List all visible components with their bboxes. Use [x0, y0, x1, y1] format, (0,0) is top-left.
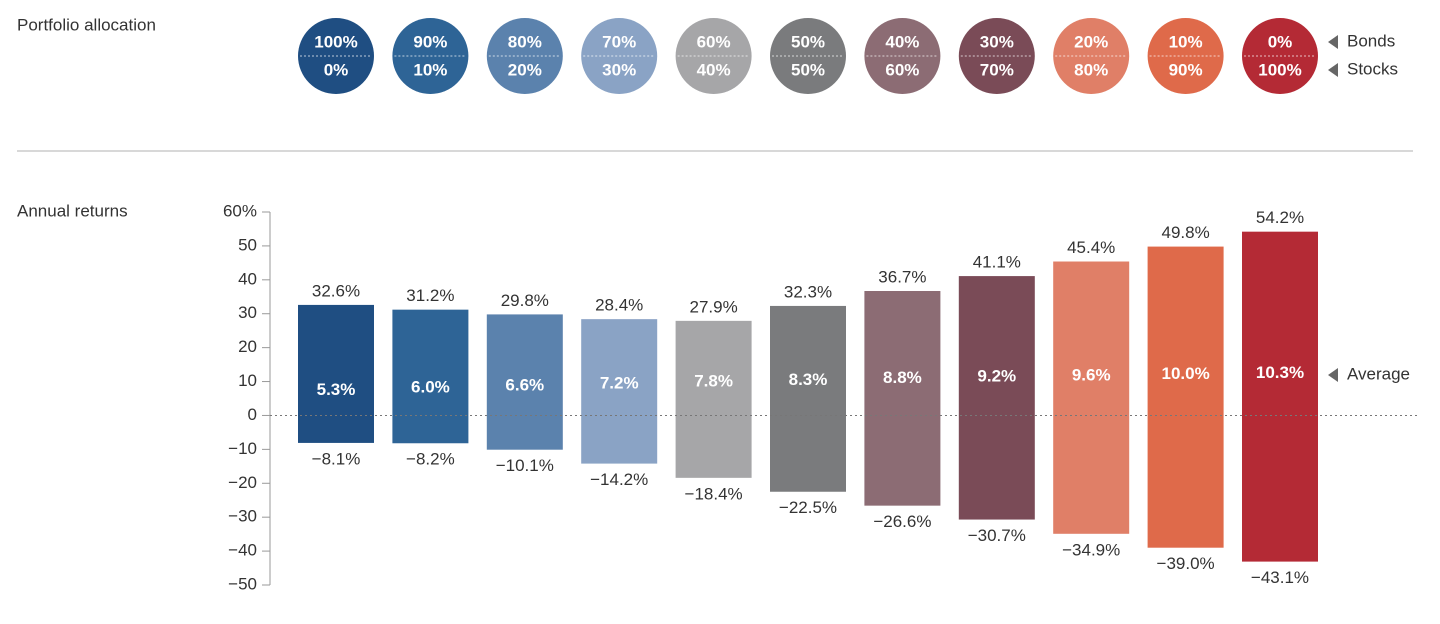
max-label: 41.1%	[973, 253, 1021, 272]
average-value: 5.3%	[317, 380, 356, 399]
min-label: −14.2%	[590, 470, 648, 489]
average-value: 8.8%	[883, 368, 922, 387]
y-tick-label: 30	[238, 303, 257, 322]
pointer	[1328, 63, 1338, 77]
bonds-pct: 60%	[697, 32, 731, 51]
allocation-title: Portfolio allocation	[17, 15, 156, 34]
average-value: 9.6%	[1072, 365, 1111, 384]
stocks-pct: 70%	[980, 60, 1014, 79]
min-label: −26.6%	[873, 512, 931, 531]
bonds-pct: 70%	[602, 32, 636, 51]
y-tick-label: −50	[228, 574, 257, 593]
stocks-pct: 50%	[791, 60, 825, 79]
bar	[958, 276, 1035, 520]
bonds-pct: 0%	[1268, 32, 1293, 51]
bar	[1053, 261, 1130, 534]
max-label: 54.2%	[1256, 208, 1304, 227]
average-value: 6.6%	[505, 376, 544, 395]
stocks-pct: 80%	[1074, 60, 1108, 79]
min-label: −22.5%	[779, 498, 837, 517]
y-tick-label: −30	[228, 507, 257, 526]
stocks-pct: 0%	[324, 60, 349, 79]
average-value: 6.0%	[411, 378, 450, 397]
max-label: 27.9%	[689, 297, 737, 316]
stocks-pct: 20%	[508, 60, 542, 79]
average-label: Average	[1347, 364, 1410, 383]
bar	[770, 305, 846, 492]
y-tick-label: 60%	[223, 201, 257, 220]
stocks-pct: 40%	[697, 60, 731, 79]
min-label: −18.4%	[685, 484, 743, 503]
max-label: 31.2%	[406, 286, 454, 305]
bonds-pct: 30%	[980, 32, 1014, 51]
bar	[486, 314, 563, 450]
bar	[298, 304, 374, 443]
pointer	[1328, 35, 1338, 49]
bar	[581, 319, 658, 464]
max-label: 32.3%	[784, 282, 832, 301]
max-label: 29.8%	[501, 291, 549, 310]
min-label: −8.2%	[406, 450, 455, 469]
stocks-label: Stocks	[1347, 59, 1398, 78]
y-axis-label: Annual returns	[17, 201, 128, 220]
bonds-pct: 10%	[1169, 32, 1203, 51]
bonds-pct: 80%	[508, 32, 542, 51]
y-tick-label: 40	[238, 269, 257, 288]
bonds-pct: 50%	[791, 32, 825, 51]
stocks-pct: 100%	[1258, 60, 1301, 79]
bar	[1242, 231, 1318, 562]
bonds-pct: 20%	[1074, 32, 1108, 51]
average-value: 9.2%	[977, 367, 1016, 386]
bonds-pct: 40%	[885, 32, 919, 51]
min-label: −8.1%	[312, 449, 361, 468]
y-tick-label: −10	[228, 439, 257, 458]
y-tick-label: 20	[238, 337, 257, 356]
min-label: −43.1%	[1251, 568, 1309, 587]
bar	[392, 309, 469, 444]
max-label: 49.8%	[1161, 223, 1209, 242]
min-label: −30.7%	[968, 526, 1026, 545]
max-label: 36.7%	[878, 267, 926, 286]
max-label: 32.6%	[312, 281, 360, 300]
y-tick-label: 0	[248, 405, 257, 424]
bonds-pct: 100%	[314, 32, 357, 51]
y-tick-label: 10	[238, 371, 257, 390]
average-value: 10.0%	[1161, 364, 1209, 383]
average-value: 10.3%	[1256, 363, 1304, 382]
y-tick-label: −40	[228, 541, 257, 560]
y-tick-label: 50	[238, 235, 257, 254]
min-label: −10.1%	[496, 456, 554, 475]
average-value: 8.3%	[789, 370, 828, 389]
stocks-pct: 30%	[602, 60, 636, 79]
stocks-pct: 60%	[885, 60, 919, 79]
average-value: 7.2%	[600, 374, 639, 393]
bonds-pct: 90%	[413, 32, 447, 51]
min-label: −34.9%	[1062, 540, 1120, 559]
min-label: −39.0%	[1157, 554, 1215, 573]
pointer	[1328, 368, 1338, 382]
bar	[675, 320, 752, 478]
y-tick-label: −20	[228, 473, 257, 492]
stocks-pct: 90%	[1169, 60, 1203, 79]
max-label: 45.4%	[1067, 238, 1115, 257]
bar	[1147, 246, 1224, 548]
bar	[864, 291, 941, 506]
stocks-pct: 10%	[413, 60, 447, 79]
average-value: 7.8%	[694, 371, 733, 390]
max-label: 28.4%	[595, 296, 643, 315]
bonds-label: Bonds	[1347, 31, 1395, 50]
